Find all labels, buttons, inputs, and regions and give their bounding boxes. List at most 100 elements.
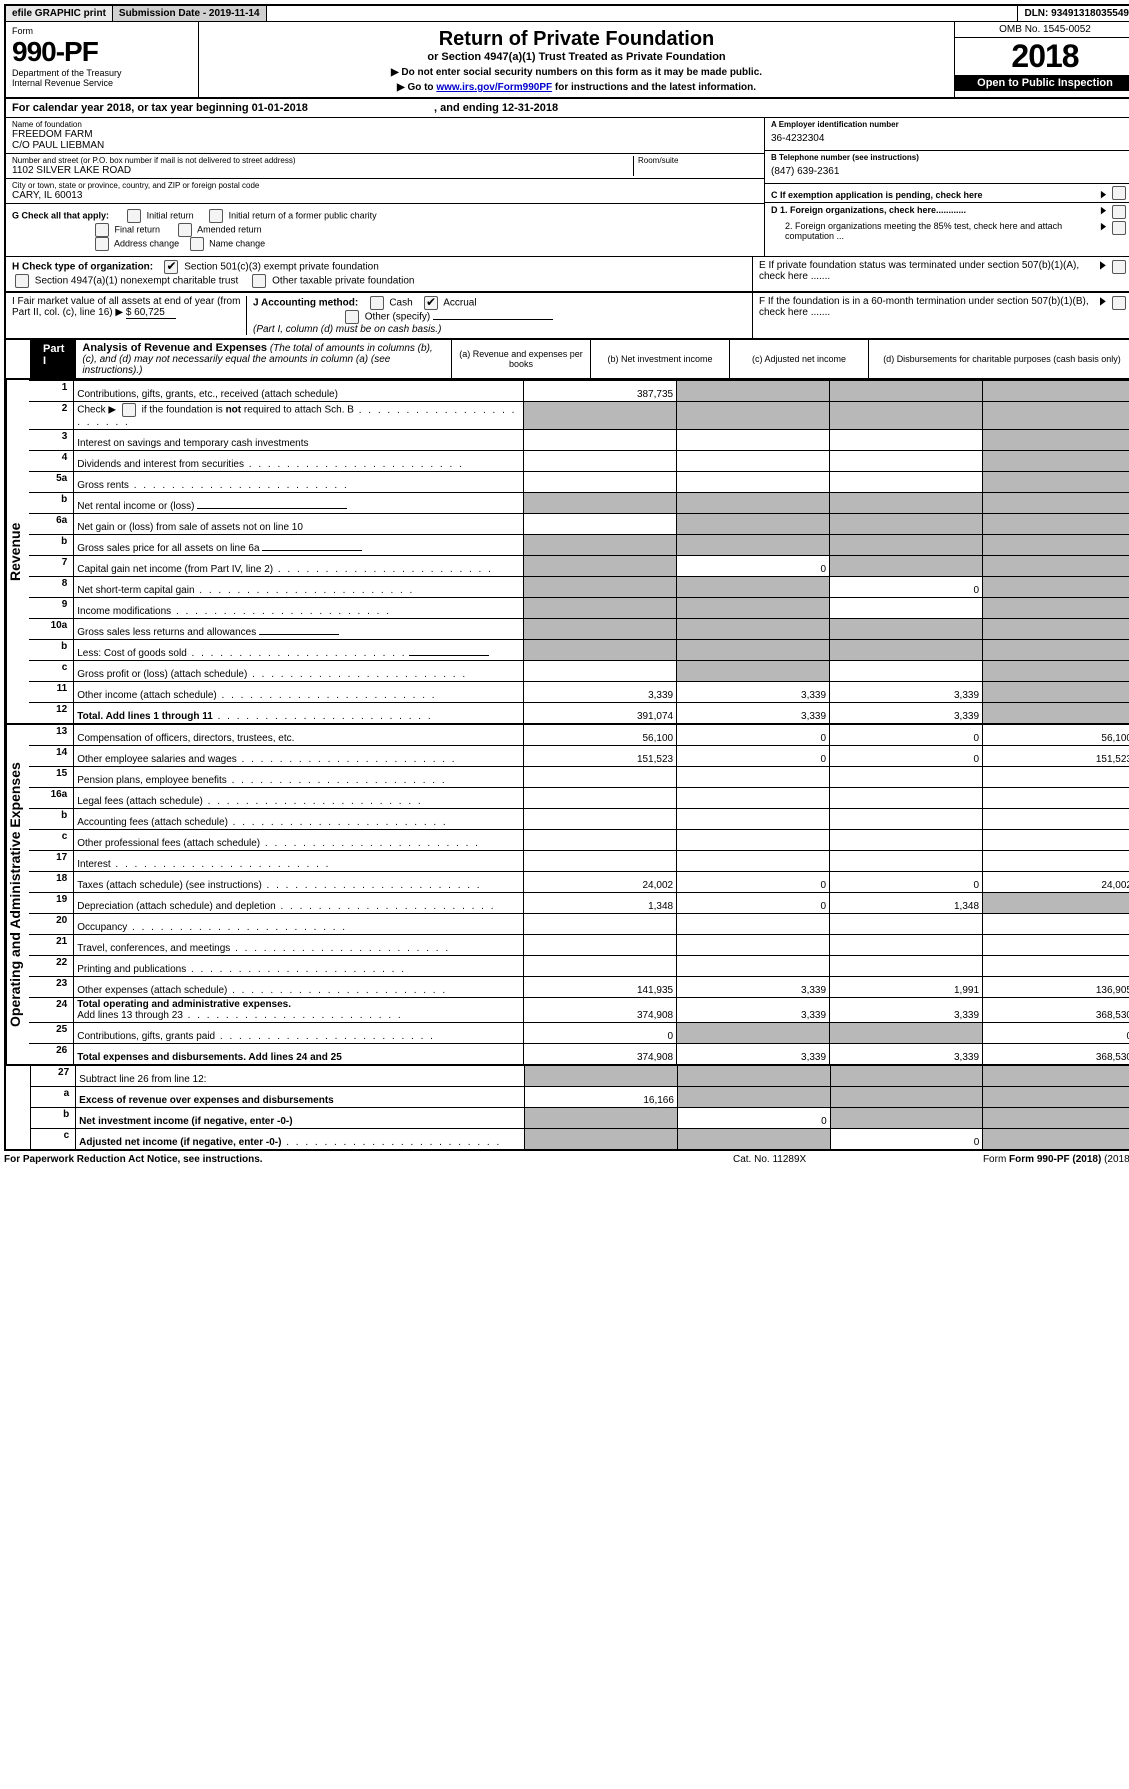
table-row: 2Check ▶ if the foundation is not requir… <box>29 402 1129 430</box>
h-501-checkbox[interactable] <box>164 260 178 274</box>
sch-b-checkbox[interactable] <box>122 403 136 417</box>
summary-gutter <box>6 1066 31 1149</box>
d2-label: 2. Foreign organizations meeting the 85%… <box>771 221 1100 241</box>
form-container: efile GRAPHIC print Submission Date - 20… <box>4 4 1129 1151</box>
table-row: aExcess of revenue over expenses and dis… <box>31 1087 1129 1108</box>
table-row: 15Pension plans, employee benefits <box>29 767 1129 788</box>
f-checkbox[interactable] <box>1112 296 1126 310</box>
g-initial-former: Initial return of a former public charit… <box>229 210 377 220</box>
form-word: Form <box>12 26 192 36</box>
table-row: bNet investment income (if negative, ent… <box>31 1108 1129 1129</box>
table-row: 8Net short-term capital gain0 <box>29 577 1129 598</box>
form-link[interactable]: www.irs.gov/Form990PF <box>436 82 552 93</box>
instr-1: ▶ Do not enter social security numbers o… <box>205 67 948 78</box>
j-accrual-checkbox[interactable] <box>424 296 438 310</box>
expenses-label: Operating and Administrative Expenses <box>6 725 29 1064</box>
g-label: G Check all that apply: <box>12 210 109 220</box>
irs-label: Internal Revenue Service <box>12 78 192 88</box>
table-row: 6aNet gain or (loss) from sale of assets… <box>29 514 1129 535</box>
addr-label: Number and street (or P.O. box number if… <box>12 156 633 165</box>
e-checkbox[interactable] <box>1112 260 1126 274</box>
j-accrual: Accrual <box>443 298 476 309</box>
f-label: F If the foundation is in a 60-month ter… <box>759 296 1099 318</box>
g-final-checkbox[interactable] <box>95 223 109 237</box>
identity-right: A Employer identification number 36-4232… <box>764 118 1129 256</box>
table-row: bAccounting fees (attach schedule) <box>29 809 1129 830</box>
form-header: Form 990-PF Department of the Treasury I… <box>6 22 1129 97</box>
j-other: Other (specify) <box>365 312 431 323</box>
revenue-label: Revenue <box>6 380 29 723</box>
j-other-checkbox[interactable] <box>345 310 359 324</box>
revenue-section: Revenue 1Contributions, gifts, grants, e… <box>6 379 1129 723</box>
part1-tag: Part I <box>31 340 76 378</box>
city-value: CARY, IL 60013 <box>12 190 758 201</box>
form-title: Return of Private Foundation <box>205 28 948 51</box>
ein-label: A Employer identification number <box>771 120 899 129</box>
table-row: 11Other income (attach schedule)3,3393,3… <box>29 682 1129 703</box>
h-4947: Section 4947(a)(1) nonexempt charitable … <box>35 276 238 287</box>
table-row: cOther professional fees (attach schedul… <box>29 830 1129 851</box>
c-checkbox[interactable] <box>1112 186 1126 200</box>
h-501: Section 501(c)(3) exempt private foundat… <box>184 262 379 273</box>
table-row: 18Taxes (attach schedule) (see instructi… <box>29 872 1129 893</box>
expenses-section: Operating and Administrative Expenses 13… <box>6 723 1129 1064</box>
d2-checkbox[interactable] <box>1112 221 1126 235</box>
g-final: Final return <box>115 224 161 234</box>
table-row: 27Subtract line 26 from line 12: <box>31 1066 1129 1087</box>
ij-left: I Fair market value of all assets at end… <box>6 293 752 338</box>
h-4947-checkbox[interactable] <box>15 274 29 288</box>
foundation-name-2: C/O PAUL LIEBMAN <box>12 140 758 151</box>
part1-header: Part I Analysis of Revenue and Expenses … <box>6 340 1129 379</box>
arrow-icon: ▶ <box>1101 205 1106 219</box>
phone-cell: B Telephone number (see instructions) (8… <box>765 151 1129 184</box>
summary-table: 27Subtract line 26 from line 12: aExcess… <box>31 1066 1129 1149</box>
g-addr: Address change <box>114 238 179 248</box>
foundation-name-1: FREEDOM FARM <box>12 129 758 140</box>
table-row: 4Dividends and interest from securities <box>29 451 1129 472</box>
d-cell: D 1. Foreign organizations, check here..… <box>765 203 1129 243</box>
city-cell: City or town, state or province, country… <box>6 179 764 204</box>
g-amended: Amended return <box>197 224 262 234</box>
g-amended-checkbox[interactable] <box>178 223 192 237</box>
tax-year: 2018 <box>955 38 1129 75</box>
name-cell: Name of foundation FREEDOM FARM C/O PAUL… <box>6 118 764 154</box>
address-cell: Number and street (or P.O. box number if… <box>6 154 764 179</box>
table-row: 16aLegal fees (attach schedule) <box>29 788 1129 809</box>
header-right: OMB No. 1545-0052 2018 Open to Public In… <box>955 22 1129 97</box>
g-initial-former-checkbox[interactable] <box>209 209 223 223</box>
part1-title-cell: Analysis of Revenue and Expenses (The to… <box>76 340 451 378</box>
j-other-line <box>433 319 553 320</box>
table-row: 19Depreciation (attach schedule) and dep… <box>29 893 1129 914</box>
g-addr-checkbox[interactable] <box>95 237 109 251</box>
g-initial-checkbox[interactable] <box>127 209 141 223</box>
table-row: 20Occupancy <box>29 914 1129 935</box>
table-row: 10aGross sales less returns and allowanc… <box>29 619 1129 640</box>
d1-checkbox[interactable] <box>1112 205 1126 219</box>
expenses-table: 13Compensation of officers, directors, t… <box>29 725 1129 1064</box>
instr-2b: for instructions and the latest informat… <box>552 82 756 93</box>
table-row: 14Other employee salaries and wages151,5… <box>29 746 1129 767</box>
table-row: 25Contributions, gifts, grants paid00 <box>29 1023 1129 1044</box>
ein-cell: A Employer identification number 36-4232… <box>765 118 1129 151</box>
ij-row: I Fair market value of all assets at end… <box>6 293 1129 340</box>
arrow-icon: ▶ <box>1101 189 1106 200</box>
c-label: C If exemption application is pending, c… <box>771 190 983 200</box>
g-name-checkbox[interactable] <box>190 237 204 251</box>
table-row: cGross profit or (loss) (attach schedule… <box>29 661 1129 682</box>
open-inspection: Open to Public Inspection <box>955 75 1129 91</box>
table-row: bNet rental income or (loss) <box>29 493 1129 514</box>
city-label: City or town, state or province, country… <box>12 181 758 190</box>
h-other-checkbox[interactable] <box>252 274 266 288</box>
table-row: 17Interest <box>29 851 1129 872</box>
j-cash-checkbox[interactable] <box>370 296 384 310</box>
arrow-icon: ▶ <box>1100 260 1105 282</box>
arrow-icon: ▶ <box>1100 296 1105 318</box>
header-left: Form 990-PF Department of the Treasury I… <box>6 22 199 97</box>
table-row: 3Interest on savings and temporary cash … <box>29 430 1129 451</box>
j-label: J Accounting method: <box>253 298 358 309</box>
d1-label: D 1. Foreign organizations, check here..… <box>771 205 966 215</box>
h-row: H Check type of organization: Section 50… <box>6 257 1129 293</box>
identity-left: Name of foundation FREEDOM FARM C/O PAUL… <box>6 118 764 256</box>
g-check-row: G Check all that apply: Initial return I… <box>6 204 764 256</box>
g-initial: Initial return <box>147 210 194 220</box>
